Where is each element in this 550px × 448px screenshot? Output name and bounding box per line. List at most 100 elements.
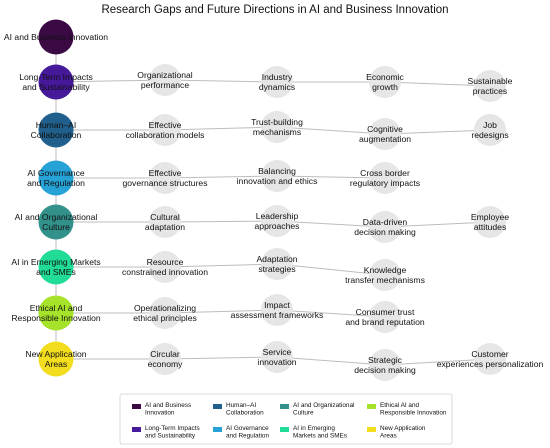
gap-node-label: Organizational	[137, 70, 193, 80]
gap-node-circle	[149, 297, 181, 329]
gap-node-label: Balancing	[258, 166, 296, 176]
legend-swatch	[213, 427, 222, 432]
theme-node-label: and Regulation	[27, 178, 85, 188]
gap-node-circle	[149, 343, 181, 375]
gap-node-label: Cultural	[150, 212, 180, 222]
gap-node-label: Industry	[262, 72, 293, 82]
gap-node-label: Leadership	[256, 211, 299, 221]
theme-node-circle	[38, 341, 74, 377]
theme-node-label: AI and Organizational	[15, 212, 98, 222]
gap-node-label: Service	[263, 347, 292, 357]
gap-edge	[276, 356, 386, 366]
gap-node-circle	[149, 206, 181, 238]
gap-edge	[384, 221, 491, 228]
gap-node-label: Economic	[366, 72, 404, 82]
theme-node-circle	[38, 295, 74, 331]
legend-label: AI in Emerging	[293, 425, 335, 432]
gap-edge	[276, 175, 386, 179]
gap-edge	[384, 81, 491, 87]
legend-swatch	[367, 404, 376, 409]
gap-node-circle	[149, 64, 181, 96]
gap-edge	[164, 220, 278, 223]
gap-node-label: Adaptation	[256, 254, 297, 264]
gap-edge	[384, 129, 491, 135]
theme-node-label: AI in Emerging Markets	[11, 257, 100, 267]
gap-node-label: collaboration models	[126, 130, 205, 140]
gap-node-label: Employee	[471, 212, 509, 222]
theme-node-label: Long-Term Impacts	[19, 72, 93, 82]
gap-node-circle	[261, 205, 293, 237]
theme-node-label: and Sustainability	[22, 82, 90, 92]
gap-node-circle	[369, 118, 401, 150]
theme-node-label: Responsible Innovation	[11, 313, 101, 323]
gap-node-circle	[261, 294, 293, 326]
theme-node-circle	[38, 19, 74, 55]
gap-node-label: Impact	[264, 300, 290, 310]
nodes: AI and Business Innovation Organizational…	[4, 19, 544, 381]
theme-node-circle	[38, 204, 74, 240]
gap-node-label: transfer mechanisms	[345, 275, 425, 285]
diagram-title: Research Gaps and Future Directions in A…	[101, 4, 448, 16]
gap-edge	[276, 263, 386, 276]
gap-node-circle	[474, 70, 506, 102]
gap-node-label: experiences personalization	[437, 359, 544, 369]
gap-node-circle	[369, 301, 401, 333]
gap-node-label: redesigns	[471, 130, 508, 140]
legend-swatch	[132, 404, 141, 409]
theme-node-label: Culture	[42, 222, 70, 232]
gap-edge	[276, 220, 386, 228]
gap-node-label: Data-driven	[363, 217, 408, 227]
theme-node-label: New Application	[25, 349, 86, 359]
gap-node-circle	[261, 341, 293, 373]
gap-node-label: Sustainable	[468, 76, 513, 86]
theme-node-label: AI Governance	[27, 168, 85, 178]
gap-node-label: practices	[473, 86, 507, 96]
gap-node-label: regulatory impacts	[350, 178, 420, 188]
legend-swatch	[367, 427, 376, 432]
gap-node-label: decision making	[354, 365, 416, 375]
legend-label: Innovation	[145, 410, 175, 417]
gap-node-circle	[474, 206, 506, 238]
legend-label: Culture	[293, 410, 314, 417]
theme-node-circle	[38, 249, 74, 285]
gap-node-circle	[474, 343, 506, 375]
legend-label: Long-Term Impacts	[145, 425, 200, 432]
gap-node-label: Strategic	[368, 355, 403, 365]
gap-edge	[164, 263, 278, 268]
gap-node-circle	[474, 114, 506, 146]
gap-node-label: Cross border	[360, 168, 410, 178]
gap-node-circle	[369, 259, 401, 291]
gap-node-label: governance structures	[122, 178, 207, 188]
gap-node-circle	[369, 66, 401, 98]
gap-edge	[164, 309, 278, 314]
theme-node-label: Collaboration	[31, 130, 82, 140]
theme-node-circle	[38, 160, 74, 196]
legend-label: and Regulation	[226, 433, 269, 440]
gap-node-label: Operationalizing	[134, 303, 196, 313]
gap-node-label: adaptation	[145, 222, 185, 232]
gap-edge	[164, 79, 278, 83]
gap-node-circle	[149, 162, 181, 194]
gap-edge	[164, 356, 278, 360]
gap-node-label: Cognitive	[367, 124, 403, 134]
